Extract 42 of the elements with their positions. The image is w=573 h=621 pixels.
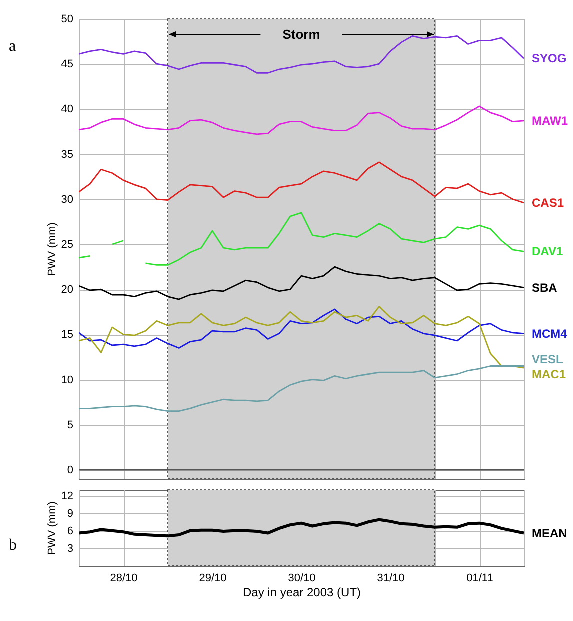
line-series xyxy=(79,266,524,300)
y-axis-title: PWV (mm) xyxy=(46,502,58,556)
series-label: VESL xyxy=(532,352,564,367)
series-label: MAW1 xyxy=(532,114,568,128)
y-tick-label: 45 xyxy=(61,58,74,71)
text: b xyxy=(9,537,17,554)
line-series xyxy=(79,366,524,412)
y-tick-label: 0 xyxy=(67,464,74,476)
x-tick-label: 01/11 xyxy=(466,572,494,584)
line-series xyxy=(79,306,524,369)
y-tick-label: 30 xyxy=(61,194,74,206)
text: a xyxy=(9,38,16,55)
y-axis-title: PWV (mm) xyxy=(46,222,58,276)
y-tick-label: 10 xyxy=(61,374,74,386)
band-label: Storm xyxy=(282,27,320,42)
x-tick-label: 31/10 xyxy=(377,572,405,584)
y-tick-label: 15 xyxy=(61,329,74,342)
line-series xyxy=(79,308,524,349)
y-tick-label: 5 xyxy=(67,419,74,432)
y-tick-label: 35 xyxy=(61,148,74,161)
y-tick-label: 50 xyxy=(61,14,74,26)
line-series xyxy=(79,162,524,204)
series-label: SBA xyxy=(532,280,558,295)
series-label: MAC1 xyxy=(532,368,566,382)
y-tick-label: 25 xyxy=(61,238,74,251)
x-tick-label: 29/10 xyxy=(199,572,227,584)
series-label: SYOG xyxy=(532,52,567,66)
line-series xyxy=(79,106,524,136)
x-tick-label: 28/10 xyxy=(110,572,138,584)
series-label: DAV1 xyxy=(532,244,564,259)
series-label: MCM4 xyxy=(532,326,568,341)
y-tick-label: 3 xyxy=(67,542,74,555)
y-tick-label: 12 xyxy=(61,490,74,502)
series-label: MEAN xyxy=(532,526,568,540)
y-tick-label: 9 xyxy=(67,508,74,520)
series-label: CAS1 xyxy=(532,196,564,210)
y-tick-label: 20 xyxy=(61,284,74,296)
x-axis-title: Day in year 2003 (UT) xyxy=(242,586,362,600)
y-tick-label: 40 xyxy=(61,104,74,116)
x-tick-label: 30/10 xyxy=(288,572,316,584)
y-tick-label: 6 xyxy=(67,525,74,538)
line-series xyxy=(79,518,524,538)
